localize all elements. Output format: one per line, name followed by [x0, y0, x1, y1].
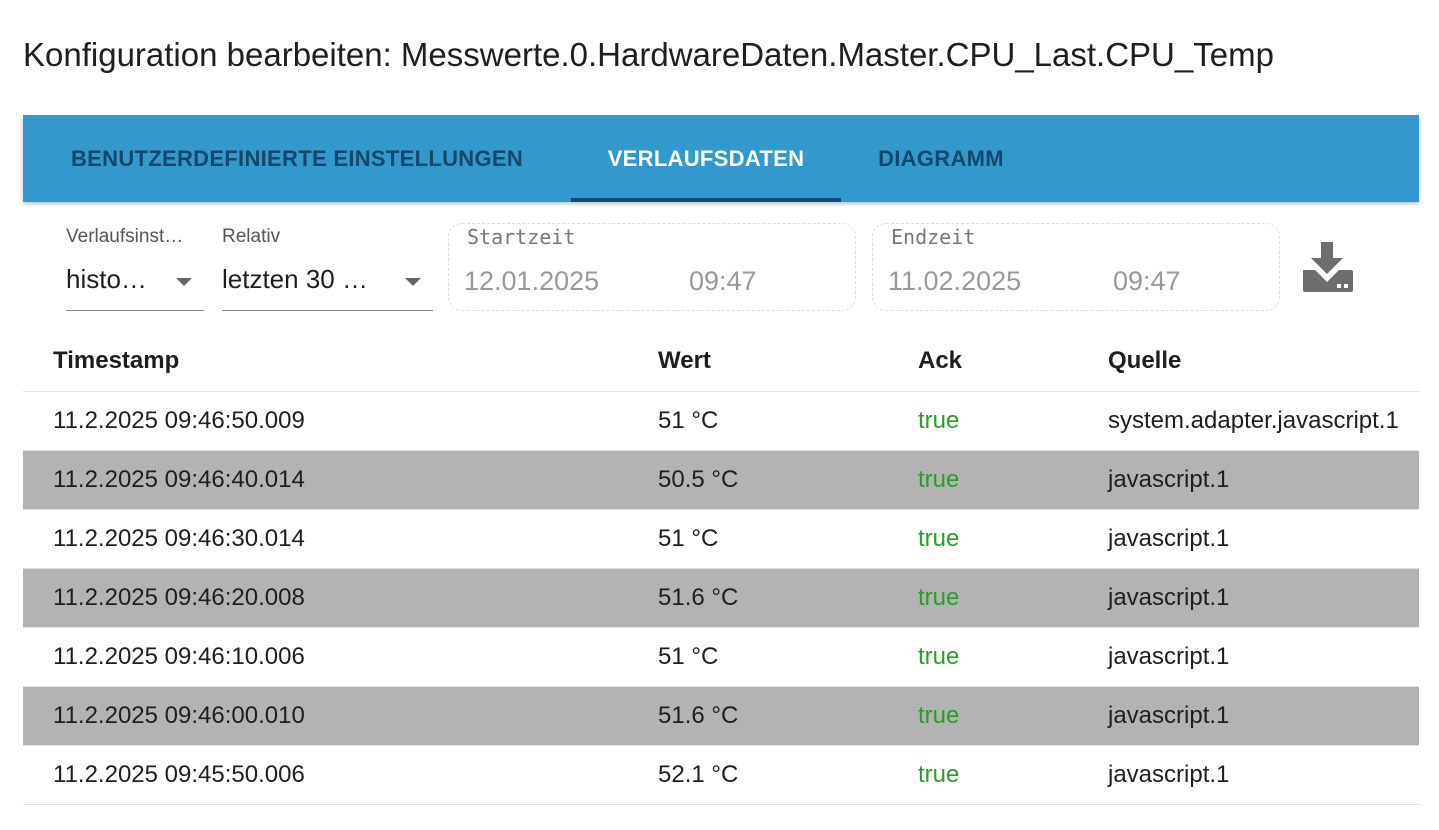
table-row[interactable]: 11.2.2025 09:46:20.008 51.6 °C true javascr…	[23, 569, 1419, 628]
table-row[interactable]: 11.2.2025 09:46:40.014 50.5 °C true javascr…	[23, 451, 1419, 510]
cell-ack: true	[918, 702, 960, 729]
cell-ack: true	[918, 643, 960, 670]
cell-value: 51.6 °C	[658, 702, 739, 729]
cell-source: javascript.1	[1108, 761, 1230, 788]
cell-value: 51.6 °C	[658, 584, 739, 611]
end-time-input[interactable]: 09:47	[1113, 266, 1181, 296]
cell-timestamp: 11.2.2025 09:46:30.014	[53, 525, 305, 552]
tab-custom-settings[interactable]: BENUTZERDEFINIERTE EINSTELLUNGEN	[70, 146, 524, 171]
cell-value: 51 °C	[658, 407, 719, 434]
table-row[interactable]: 11.2.2025 09:46:00.010 51.6 °C true javascr…	[23, 687, 1419, 746]
table-header: Timestamp Wert Ack Quelle	[23, 330, 1419, 392]
cell-value: 51 °C	[658, 525, 719, 552]
table-row[interactable]: 11.2.2025 09:45:50.006 52.1 °C true javascr…	[23, 746, 1419, 805]
cell-timestamp: 11.2.2025 09:46:00.010	[53, 702, 305, 729]
cell-timestamp: 11.2.2025 09:46:10.006	[53, 643, 305, 670]
cell-ack: true	[918, 525, 960, 552]
cell-source: javascript.1	[1108, 525, 1230, 552]
dropdown-arrow-icon	[176, 278, 192, 286]
relative-range-value: letzten 30 …	[222, 264, 368, 294]
cell-timestamp: 11.2.2025 09:45:50.006	[53, 761, 305, 788]
cell-source: system.adapter.javascript.1	[1108, 407, 1399, 434]
cell-source: javascript.1	[1108, 584, 1230, 611]
history-table: Timestamp Wert Ack Quelle 11.2.2025 09:4…	[23, 330, 1419, 805]
cell-timestamp: 11.2.2025 09:46:40.014	[53, 466, 305, 493]
start-time-input[interactable]: 09:47	[689, 266, 757, 296]
cell-value: 50.5 °C	[658, 466, 739, 493]
history-instance-label: Verlaufsinst…	[66, 226, 184, 247]
tab-chart[interactable]: DIAGRAMM	[878, 146, 1004, 171]
table-row[interactable]: 11.2.2025 09:46:30.014 51 °C true javascrip…	[23, 510, 1419, 569]
relative-range-select[interactable]: Relativ letzten 30 …	[222, 222, 433, 311]
download-icon	[1303, 242, 1353, 292]
cell-ack: true	[918, 761, 960, 788]
start-time-field[interactable]: Startzeit 12.01.2025 09:47	[448, 223, 856, 311]
cell-ack: true	[918, 466, 960, 493]
table-row[interactable]: 11.2.2025 09:46:10.006 51 °C true javascrip…	[23, 628, 1419, 687]
history-instance-value: histo…	[66, 264, 147, 294]
end-date-input[interactable]: 11.02.2025	[888, 266, 1022, 296]
tab-bar: BENUTZERDEFINIERTE EINSTELLUNGEN VERLAUF…	[23, 115, 1419, 202]
cell-source: javascript.1	[1108, 466, 1230, 493]
header-ack[interactable]: Ack	[918, 346, 963, 374]
cell-value: 52.1 °C	[658, 761, 739, 788]
cell-timestamp: 11.2.2025 09:46:20.008	[53, 584, 305, 611]
table-row[interactable]: 11.2.2025 09:46:50.009 51 °C true system.ad…	[23, 392, 1419, 451]
dropdown-arrow-icon	[405, 278, 421, 286]
cell-value: 51 °C	[658, 643, 719, 670]
cell-source: javascript.1	[1108, 643, 1230, 670]
start-time-label: Startzeit	[467, 225, 576, 249]
relative-range-label: Relativ	[222, 226, 281, 247]
start-date-input[interactable]: 12.01.2025	[464, 266, 600, 296]
end-time-field[interactable]: Endzeit 11.02.2025 09:47	[872, 223, 1280, 311]
download-button[interactable]	[1300, 240, 1356, 296]
header-source[interactable]: Quelle	[1108, 346, 1182, 374]
history-instance-select[interactable]: Verlaufsinst… histo…	[66, 222, 204, 311]
cell-ack: true	[918, 407, 960, 434]
header-timestamp[interactable]: Timestamp	[53, 346, 180, 374]
header-value[interactable]: Wert	[658, 346, 711, 374]
end-time-label: Endzeit	[891, 225, 976, 249]
cell-source: javascript.1	[1108, 702, 1230, 729]
cell-timestamp: 11.2.2025 09:46:50.009	[53, 407, 305, 434]
tab-history-data[interactable]: VERLAUFSDATEN	[571, 115, 841, 202]
cell-ack: true	[918, 584, 960, 611]
page-title: Konfiguration bearbeiten: Messwerte.0.Ha…	[23, 36, 1274, 73]
